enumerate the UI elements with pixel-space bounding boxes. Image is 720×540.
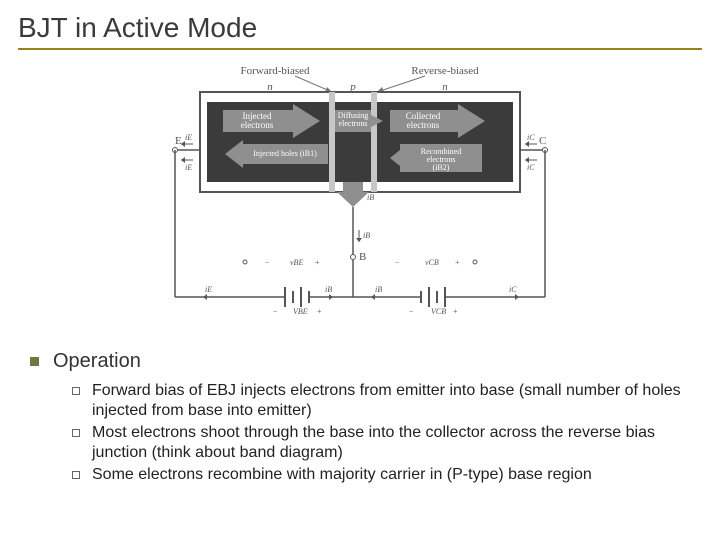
label-vCB: vCB	[425, 258, 439, 267]
region-p: p	[349, 81, 356, 93]
title-rule	[18, 48, 702, 50]
vbe-pol-minus: −	[265, 258, 270, 267]
vbe-minus: −	[273, 307, 278, 316]
square-bullet-icon	[30, 357, 39, 366]
label-injected-electrons-2: electrons	[241, 120, 274, 130]
label-recomb-3: (iB2)	[433, 163, 450, 172]
label-collected-2: electrons	[407, 120, 440, 130]
vbe-plus: +	[317, 307, 322, 316]
vcb-pol-minus: −	[395, 258, 400, 267]
label-iB-loop-left: iB	[325, 285, 332, 294]
bullet-text: Forward bias of EBJ injects electrons fr…	[92, 381, 694, 421]
region-n-right: n	[442, 81, 448, 93]
label-iC-bot: iC	[527, 163, 535, 172]
operation-heading: Operation	[53, 350, 141, 373]
terminal-b: B	[359, 251, 366, 263]
hollow-square-bullet-icon	[72, 471, 80, 479]
hollow-square-bullet-icon	[72, 429, 80, 437]
terminal-e: E	[175, 135, 182, 147]
title-bar: BJT in Active Mode	[0, 0, 720, 56]
slide-title: BJT in Active Mode	[18, 12, 702, 44]
label-VBE-batt: VBE	[293, 307, 308, 316]
list-item: Most electrons shoot through the base in…	[72, 423, 694, 463]
vcb-pol-plus: +	[455, 258, 460, 267]
label-reverse-biased: Reverse-biased	[411, 65, 479, 77]
label-vBE: vBE	[290, 258, 303, 267]
vbe-pol-plus: +	[315, 258, 320, 267]
label-iB-loop-right: iB	[375, 285, 382, 294]
vcb-minus: −	[409, 307, 414, 316]
label-iE-loop: iE	[205, 285, 212, 294]
bullet-text: Most electrons shoot through the base in…	[92, 423, 694, 463]
hollow-square-bullet-icon	[72, 387, 80, 395]
content-area: Operation Forward bias of EBJ injects el…	[0, 342, 720, 485]
bullet-text: Some electrons recombine with majority c…	[92, 465, 592, 485]
bjt-diagram-svg: Forward-biased Reverse-biased n p n Inje…	[145, 62, 575, 337]
label-iC-top: iC	[527, 133, 535, 142]
label-diffusing-2: electrons	[339, 119, 368, 128]
label-iC-loop: iC	[509, 285, 517, 294]
label-iB-wire: iB	[363, 231, 370, 240]
list-item: Forward bias of EBJ injects electrons fr…	[72, 381, 694, 421]
region-n-left: n	[267, 81, 273, 93]
terminal-c: C	[539, 135, 546, 147]
operation-heading-row: Operation	[30, 350, 694, 373]
bjt-diagram: Forward-biased Reverse-biased n p n Inje…	[145, 62, 575, 342]
label-forward-biased: Forward-biased	[240, 65, 310, 77]
list-item: Some electrons recombine with majority c…	[72, 465, 694, 485]
label-injected-holes: Injected holes (iB1)	[253, 149, 317, 158]
label-VCB-batt: VCB	[431, 307, 446, 316]
label-iE-top: iE	[185, 133, 192, 142]
label-iB-big: iB	[367, 193, 374, 202]
label-iE-bot: iE	[185, 163, 192, 172]
vcb-plus: +	[453, 307, 458, 316]
